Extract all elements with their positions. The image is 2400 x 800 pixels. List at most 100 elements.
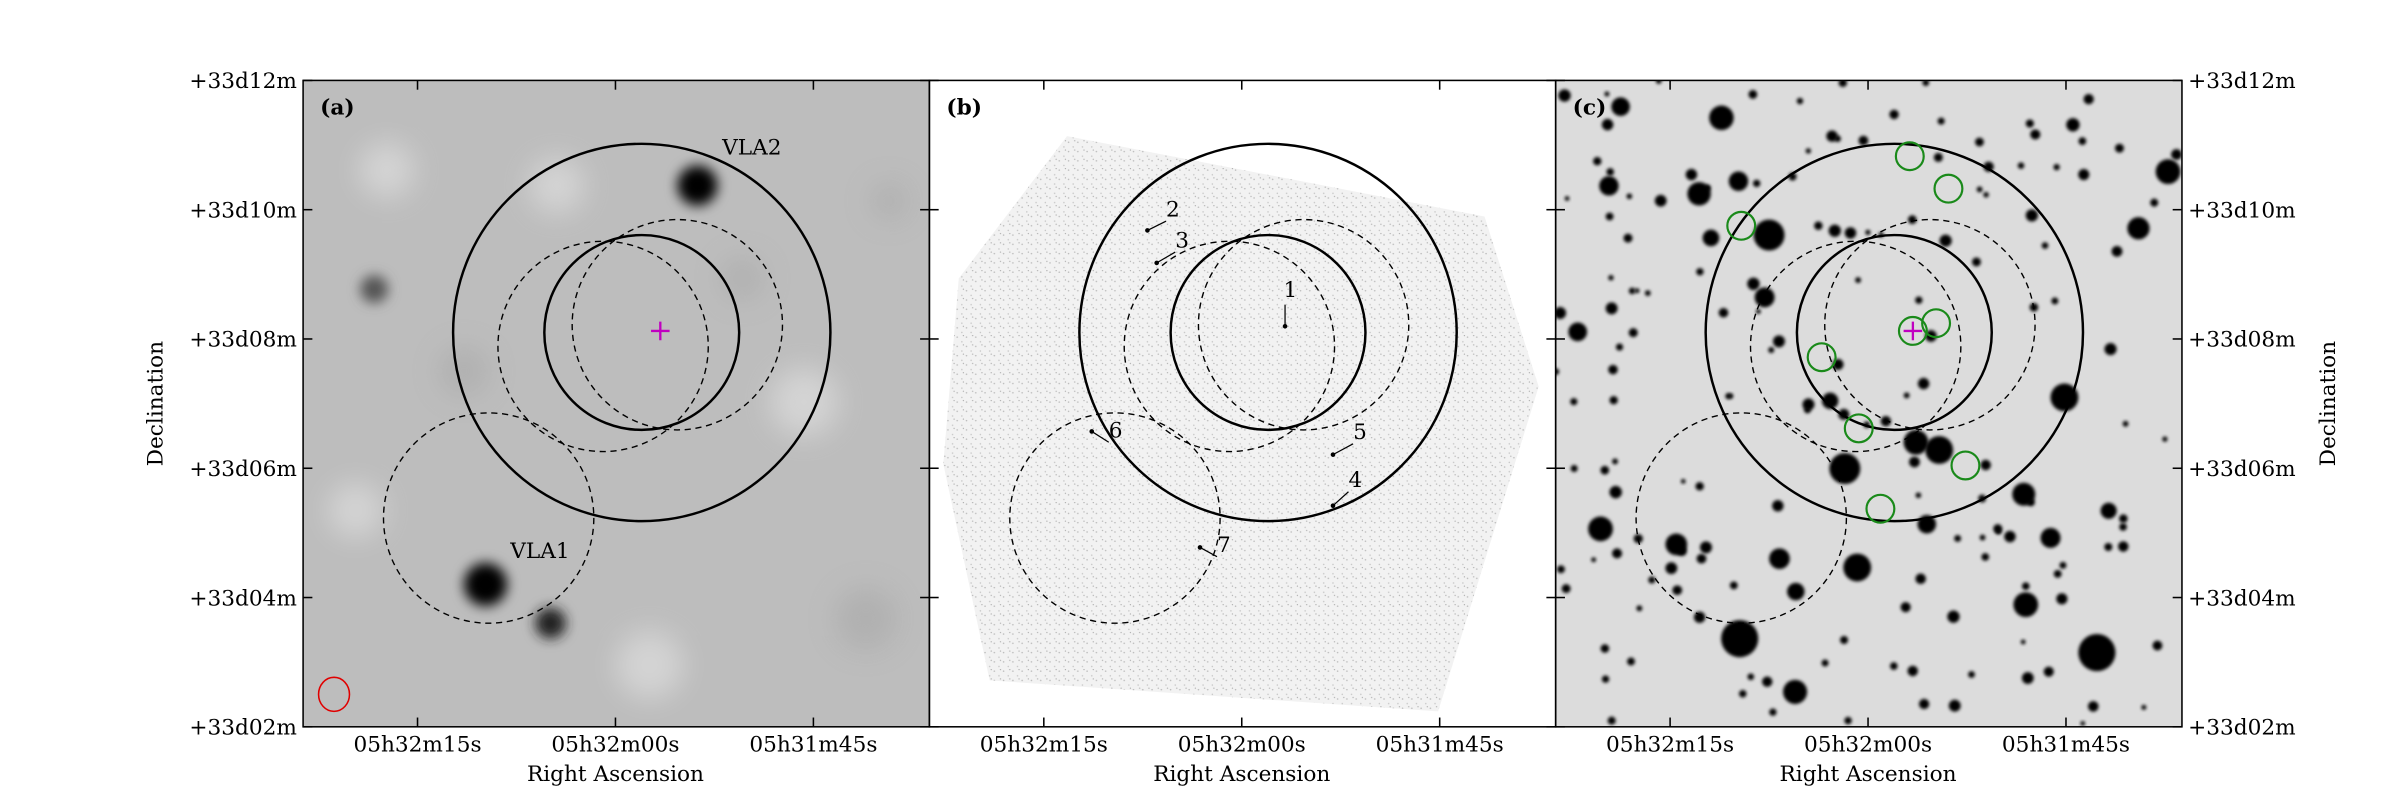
- star: [2162, 436, 2168, 442]
- star: [1840, 636, 1849, 644]
- star: [1915, 296, 1923, 304]
- star: [1615, 343, 1624, 351]
- star: [1558, 89, 1571, 102]
- arrow-head: [1089, 429, 1095, 434]
- arrow-head: [1282, 323, 1288, 329]
- y-tick-label: +33d10m: [2188, 198, 2296, 223]
- star: [1980, 459, 1991, 471]
- star: [2050, 383, 2079, 412]
- star: [1933, 152, 1943, 162]
- star: [1915, 492, 1922, 499]
- annotation: 1: [1284, 278, 1298, 303]
- star: [1918, 698, 1930, 710]
- star: [1555, 368, 1560, 376]
- y-tick-label: +33d06m: [189, 457, 297, 482]
- star: [1628, 287, 1636, 295]
- source-circle: [1806, 342, 1837, 373]
- star: [1903, 392, 1910, 399]
- source-circle: [1726, 210, 1757, 241]
- star: [1604, 91, 1610, 97]
- star: [1844, 716, 1852, 725]
- star: [2066, 118, 2080, 132]
- star: [1768, 347, 1775, 354]
- star: [1608, 275, 1614, 281]
- star: [1844, 227, 1857, 239]
- outer-circle: [1078, 142, 1458, 523]
- y-tick-label: +33d10m: [189, 198, 297, 223]
- star: [2041, 242, 2049, 249]
- star: [1939, 234, 1952, 247]
- star: [2100, 502, 2117, 519]
- star: [1769, 708, 1777, 716]
- star: [1889, 109, 1899, 120]
- y-axis-label: Declination: [143, 341, 168, 467]
- panel-label: (a): [320, 95, 354, 120]
- star: [1570, 398, 1578, 406]
- star: [1968, 671, 1975, 678]
- star: [1909, 456, 1920, 468]
- star: [1805, 148, 1811, 154]
- star: [1591, 557, 1597, 563]
- source-circle: [1897, 315, 1928, 346]
- star: [1601, 118, 1614, 131]
- dashed-circle: [571, 218, 784, 431]
- overlay-circles: [1635, 142, 2085, 624]
- star: [2115, 143, 2124, 153]
- annotation-arrow: [1156, 251, 1176, 264]
- star: [1829, 453, 1861, 485]
- star: [1718, 307, 1729, 318]
- star: [2017, 162, 2025, 169]
- star: [1752, 179, 1761, 188]
- star: [2021, 672, 2034, 684]
- x-axis-label: Right Ascension: [527, 762, 704, 787]
- inner-circle: [1169, 233, 1367, 432]
- x-tick-label: 05h31m45s: [1376, 733, 1504, 758]
- inner-circle: [543, 233, 741, 432]
- panel-label: (b): [946, 95, 982, 120]
- panel-c-image: [1555, 80, 2182, 727]
- star: [1561, 584, 1571, 594]
- y-tick-label: +33d04m: [2188, 586, 2296, 611]
- star: [1783, 679, 1808, 704]
- annotation-arrow: [1091, 430, 1110, 443]
- star: [1937, 117, 1945, 125]
- star: [2020, 639, 2026, 645]
- annotation: 6: [1109, 419, 1123, 444]
- star: [2080, 721, 2086, 726]
- dashed-circle: [1009, 412, 1221, 624]
- annotation: VLA1: [509, 539, 569, 564]
- annotation: 7: [1217, 533, 1231, 558]
- star: [2171, 149, 2182, 160]
- star: [2013, 592, 2039, 618]
- star: [1983, 192, 1989, 198]
- star: [1599, 176, 1619, 196]
- star: [2053, 569, 2062, 578]
- star: [2119, 514, 2128, 523]
- source-circle: [1894, 141, 1925, 172]
- source-circle: [1933, 173, 1964, 204]
- star: [1993, 524, 2003, 534]
- star: [1915, 573, 1926, 585]
- dashed-circle: [497, 240, 709, 453]
- annotation: 3: [1175, 228, 1189, 253]
- star: [1665, 533, 1688, 556]
- x-tick-label: 05h32m00s: [1178, 733, 1306, 758]
- star: [1628, 328, 1638, 338]
- star: [1601, 675, 1610, 683]
- star: [1600, 465, 1610, 475]
- star: [1826, 130, 1838, 142]
- star: [1755, 309, 1761, 314]
- star: [1696, 268, 1704, 276]
- star: [1644, 290, 1651, 297]
- x-tick-label: 05h32m00s: [1804, 733, 1932, 758]
- inner-circle: [1795, 233, 1993, 432]
- arrow-head: [1145, 228, 1150, 233]
- outer-circle: [1704, 142, 2085, 523]
- x-tick-label: 05h32m15s: [353, 733, 481, 758]
- outer-circle: [451, 142, 832, 523]
- overlay-circles: [1009, 142, 1458, 624]
- star: [1636, 605, 1643, 612]
- star: [2021, 582, 2030, 590]
- star: [1654, 194, 1667, 207]
